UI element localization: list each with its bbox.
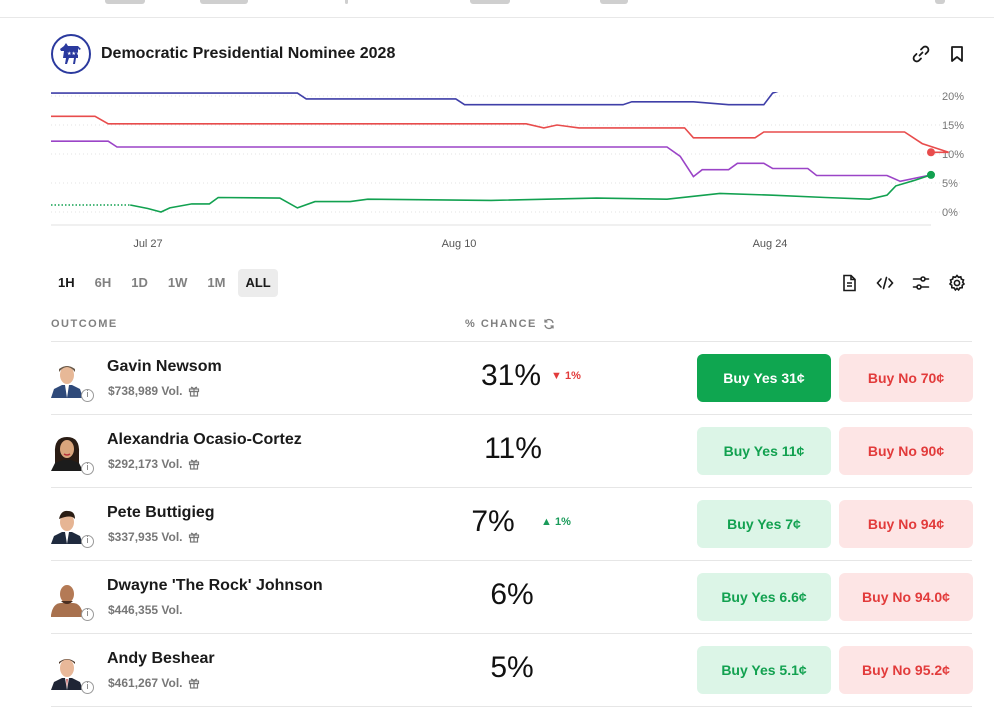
- series-line: [51, 140, 932, 183]
- volume-value: $292,173 Vol.: [108, 457, 183, 471]
- series-line: [130, 174, 932, 213]
- series-endpoint: [927, 148, 935, 157]
- buy-no-button[interactable]: Buy No 70¢: [839, 354, 973, 402]
- buy-yes-button[interactable]: Buy Yes 7¢: [697, 500, 831, 548]
- price-history-chart: 0%5%10%15%20%Jul 27 Aug 10 Aug 24: [51, 91, 964, 250]
- outcome-volume: $292,173 Vol.: [108, 457, 200, 471]
- gift-icon: [188, 386, 199, 397]
- outcome-row-dwayne-johnson[interactable]: i Dwayne 'The Rock' Johnson $446,355 Vol…: [51, 561, 973, 634]
- buy-no-button[interactable]: Buy No 94.0¢: [839, 573, 973, 621]
- timeframe-1h[interactable]: 1H: [58, 275, 75, 290]
- buy-yes-button[interactable]: Buy Yes 31¢: [697, 354, 831, 402]
- buy-no-button[interactable]: Buy No 95.2¢: [839, 646, 973, 694]
- divider: [51, 487, 972, 488]
- buy-yes-button[interactable]: Buy Yes 6.6¢: [697, 573, 831, 621]
- info-icon[interactable]: i: [81, 535, 94, 548]
- link-icon[interactable]: [911, 44, 931, 64]
- avatar: [51, 433, 83, 471]
- timeframe-1w[interactable]: 1W: [167, 275, 188, 290]
- gift-icon: [188, 459, 199, 470]
- series-line: [51, 115, 949, 154]
- outcome-column-header: OUTCOME: [51, 318, 118, 330]
- y-tick-label: 5%: [942, 178, 958, 190]
- x-tick-label: Jul 27: [133, 238, 162, 250]
- divider: [51, 706, 972, 707]
- divider: [51, 414, 972, 415]
- document-icon[interactable]: [839, 273, 859, 293]
- chance-delta: ▼ 1%: [551, 370, 581, 382]
- buy-no-button[interactable]: Buy No 90¢: [839, 427, 973, 475]
- x-tick-label: Aug 24: [753, 238, 788, 250]
- divider: [51, 341, 972, 342]
- outcome-volume: $738,989 Vol.: [108, 384, 200, 398]
- delta-value: 1%: [564, 370, 581, 382]
- info-icon[interactable]: i: [81, 389, 94, 402]
- outcome-name: Andy Beshear: [107, 650, 215, 667]
- bookmark-icon[interactable]: [947, 44, 967, 64]
- outcome-row-alexandria-ocasio-cortez[interactable]: i Alexandria Ocasio-Cortez $292,173 Vol.…: [51, 415, 973, 488]
- chance-delta: ▲ 1%: [541, 516, 571, 528]
- delta-value: 1%: [554, 516, 571, 528]
- chance-value: 11%: [484, 432, 542, 465]
- avatar: [51, 506, 83, 544]
- timeframe-selector: 1H 6H 1D 1W 1M ALL: [51, 269, 278, 297]
- avatar: [51, 652, 83, 690]
- chance-value: 6%: [490, 578, 534, 611]
- timeframe-all[interactable]: ALL: [238, 269, 278, 297]
- outcome-name: Alexandria Ocasio-Cortez: [107, 431, 302, 448]
- buy-no-button[interactable]: Buy No 94¢: [839, 500, 973, 548]
- y-tick-label: 20%: [942, 91, 964, 103]
- sliders-icon[interactable]: [911, 273, 931, 293]
- chance-column-header: % CHANCE: [465, 318, 537, 330]
- volume-value: $337,935 Vol.: [108, 530, 183, 544]
- chance-value: 7%: [471, 505, 515, 538]
- outcome-name: Gavin Newsom: [107, 358, 222, 375]
- volume-value: $461,267 Vol.: [108, 676, 183, 690]
- timeframe-1m[interactable]: 1M: [207, 275, 226, 290]
- outcome-row-gavin-newsom[interactable]: i Gavin Newsom $738,989 Vol. 31% ▼ 1% Bu…: [51, 342, 973, 415]
- y-tick-label: 0%: [942, 207, 958, 219]
- x-tick-label: Aug 10: [442, 238, 477, 250]
- embed-code-icon[interactable]: [875, 273, 895, 293]
- info-icon[interactable]: i: [81, 462, 94, 475]
- gift-icon: [188, 532, 199, 543]
- info-icon[interactable]: i: [81, 608, 94, 621]
- outcome-name: Dwayne 'The Rock' Johnson: [107, 577, 323, 594]
- series-line: [51, 92, 779, 106]
- chance-value: 5%: [490, 651, 534, 684]
- top-strip: [0, 0, 994, 18]
- timeframe-1d[interactable]: 1D: [131, 275, 148, 290]
- avatar: [51, 360, 83, 398]
- divider: [51, 560, 972, 561]
- info-icon[interactable]: i: [81, 681, 94, 694]
- volume-value: $446,355 Vol.: [108, 603, 183, 617]
- buy-yes-button[interactable]: Buy Yes 11¢: [697, 427, 831, 475]
- avatar: [51, 579, 83, 617]
- series-endpoint: [927, 170, 935, 179]
- outcome-row-pete-buttigieg[interactable]: i Pete Buttigieg $337,935 Vol. 7% ▲ 1% B…: [51, 488, 973, 561]
- volume-value: $738,989 Vol.: [108, 384, 183, 398]
- y-tick-label: 15%: [942, 120, 964, 132]
- chance-value: 31%: [480, 359, 542, 392]
- outcome-volume: $461,267 Vol.: [108, 676, 200, 690]
- svg-text:★★★: ★★★: [67, 51, 81, 57]
- donkey-logo-icon: ★★★: [51, 34, 91, 74]
- gift-icon: [188, 678, 199, 689]
- outcome-volume: $337,935 Vol.: [108, 530, 200, 544]
- refresh-icon[interactable]: [543, 318, 555, 330]
- market-header: ★★★ Democratic Presidential Nominee 2028: [51, 34, 976, 74]
- divider: [51, 633, 972, 634]
- buy-yes-button[interactable]: Buy Yes 5.1¢: [697, 646, 831, 694]
- gear-icon[interactable]: [947, 273, 967, 293]
- outcome-name: Pete Buttigieg: [107, 504, 215, 521]
- market-title: Democratic Presidential Nominee 2028: [101, 45, 396, 62]
- outcome-row-andy-beshear[interactable]: i Andy Beshear $461,267 Vol. 5% Buy Yes …: [51, 634, 973, 707]
- timeframe-6h[interactable]: 6H: [94, 275, 112, 290]
- outcome-volume: $446,355 Vol.: [108, 603, 183, 617]
